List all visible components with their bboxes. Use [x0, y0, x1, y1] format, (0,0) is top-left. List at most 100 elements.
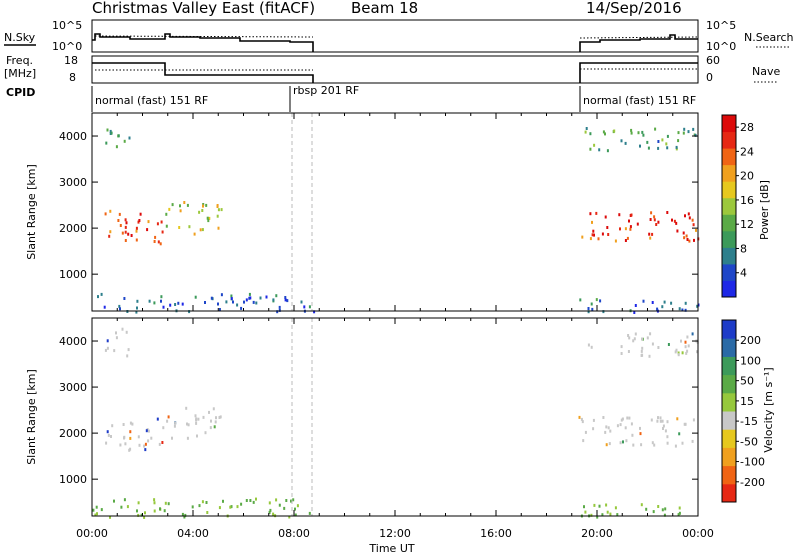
scatter-cell [584, 430, 587, 434]
scatter-cell [619, 441, 622, 445]
scatter-cell [218, 506, 221, 510]
colorbar-segment [722, 131, 736, 149]
scatter-cell [129, 447, 132, 451]
nsearch-label: N.Search [744, 31, 794, 44]
scatter-cell [641, 346, 644, 350]
ytick-label: 3000 [59, 381, 87, 394]
scatter-cell [626, 236, 629, 240]
date-label: 14/Sep/2016 [586, 0, 682, 17]
scatter-cell [113, 499, 115, 503]
scatter-cell [229, 505, 232, 509]
scatter-cell [106, 128, 109, 132]
scatter-cell [641, 353, 644, 357]
freq-trace [92, 62, 698, 83]
scatter-cell [625, 439, 628, 443]
scatter-cell [639, 426, 641, 430]
scatter-cell [659, 419, 662, 423]
scatter-cell [626, 416, 629, 420]
scatter-cell [686, 238, 689, 241]
scatter-cell [92, 508, 95, 512]
scatter-cell [614, 506, 617, 510]
scatter-cell [276, 310, 279, 314]
scatter-cell [161, 230, 164, 234]
scatter-cell [620, 418, 623, 422]
scatter-cell [145, 429, 148, 433]
scatter-cell [624, 227, 627, 231]
scatter-cell [214, 420, 217, 424]
scatter-cell [174, 421, 177, 425]
scatter-cell [590, 513, 593, 517]
scatter-cell [634, 332, 637, 336]
scatter-cell [156, 222, 159, 226]
scatter-cell [275, 294, 278, 298]
scatter-cell [136, 299, 139, 303]
colorbar-tick-label: 8 [740, 242, 747, 255]
scatter-cell [606, 149, 609, 153]
scatter-cell [204, 431, 207, 435]
scatter-cell [194, 414, 197, 418]
scatter-cell [249, 499, 252, 502]
scatter-cell [602, 310, 605, 314]
scatter-cell [592, 418, 595, 422]
scatter-cell [186, 422, 188, 426]
scatter-cell [604, 430, 607, 434]
colorbar-segment [722, 356, 736, 376]
scatter-cell [584, 130, 587, 134]
scatter-cell [174, 303, 177, 306]
scatter-cell [121, 327, 124, 331]
scatter-cell [191, 505, 194, 509]
scatter-cell [268, 510, 271, 514]
scatter-cell [609, 429, 612, 433]
scatter-cell [144, 448, 147, 452]
scatter-cell [628, 336, 631, 340]
scatter-cell [181, 302, 184, 306]
scatter-cell [633, 337, 636, 341]
scatter-cell [649, 218, 652, 221]
scatter-cell [692, 223, 695, 227]
scatter-cell [684, 340, 687, 344]
scatter-cell [109, 209, 112, 213]
scatter-cell [194, 295, 197, 299]
scatter-cell [269, 508, 272, 512]
cpid-segment-3: normal (fast) 151 RF [583, 94, 696, 107]
scatter-cell [622, 440, 624, 444]
scatter-cell [590, 345, 593, 349]
scatter-cell [642, 133, 645, 137]
scatter-cell [602, 130, 605, 134]
colorbar-segment [722, 115, 736, 133]
scatter-cell [136, 306, 138, 310]
scatter-cell [195, 421, 198, 425]
scatter-cell [645, 507, 648, 511]
scatter-cell [255, 301, 258, 305]
scatter-cell [664, 429, 667, 433]
scatter-cell [682, 231, 685, 235]
scatter-cell [230, 505, 233, 509]
scatter-cell [144, 511, 146, 515]
scatter-cell [639, 432, 642, 436]
scatter-cell [583, 505, 585, 509]
scatter-cell [687, 344, 690, 348]
scatter-cell [137, 501, 140, 505]
scatter-cell [209, 426, 212, 430]
scatter-cell [284, 296, 287, 299]
beam-label: Beam 18 [351, 0, 418, 17]
colorbar-segment [722, 465, 736, 485]
scatter-cell [153, 240, 156, 243]
scatter-cell [667, 343, 670, 346]
colorbar-tick-label: 12 [740, 218, 754, 231]
colorbar-segment [722, 447, 736, 467]
nave-trace [95, 68, 698, 71]
scatter-cell [96, 512, 98, 516]
scatter-cell [154, 235, 157, 239]
scatter-cell [187, 423, 190, 427]
scatter-cell [143, 515, 146, 519]
scatter-cell [222, 499, 224, 503]
scatter-cell [120, 505, 123, 509]
scatter-cell [589, 132, 592, 136]
colorbar-segment [722, 411, 736, 430]
scatter-cell [685, 234, 688, 238]
scatter-cell [140, 513, 143, 517]
colorbar-tick-label: 24 [740, 145, 754, 158]
scatter-cell [278, 503, 281, 507]
scatter-cell [587, 307, 590, 310]
